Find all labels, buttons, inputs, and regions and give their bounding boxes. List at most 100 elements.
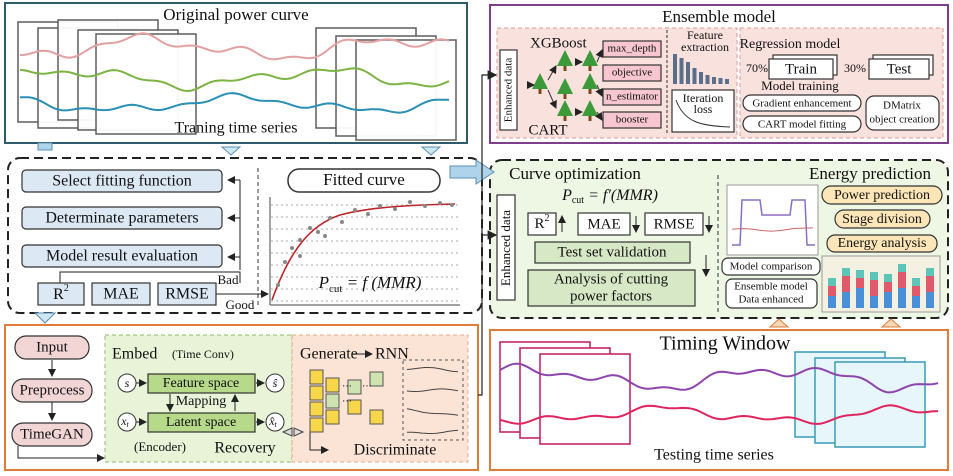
symbol-sub: t [127,420,130,429]
step-label: Determinate parameters [45,210,198,227]
fitted-plot-part-part [290,246,294,250]
label: Test [887,61,913,77]
optimization-shape-part [527,212,557,236]
ensemble-shape-part-part [532,73,548,89]
series-frame [499,341,939,448]
optimization-shape-part-part [926,292,934,308]
param: objective [612,67,652,79]
optimization-shape-part-part [898,288,906,308]
label: XGBoost [530,35,588,51]
ensemble-shape-part [527,49,603,121]
optimization-shape-part-part [870,280,878,296]
ensemble-shape-part-part [594,111,603,121]
label: Energy analysis [838,236,927,251]
fitted-plot-part-part [408,200,412,204]
connector-part [420,146,442,156]
ensemble-shape-part [868,58,930,80]
label: Stage division [842,212,922,227]
optimization-shape-part-part [842,268,850,276]
label: power factors [570,288,652,304]
ensemble-shape-part-part [679,58,684,84]
label: Iteration [683,91,724,105]
process-shape-part-part [406,388,459,392]
process-shape-part-part: ··· [342,381,352,392]
step-box-part [37,282,85,306]
ensemble-shape-part-part [673,54,677,84]
label: extraction [681,40,729,54]
fitted-plot-part-part [323,234,327,238]
optimization-shape-part-part [731,227,814,232]
optimization-shape-part-part [884,274,892,282]
symbol: x̂t [268,414,277,429]
process-shape-part-part [347,399,362,415]
label: (Encoder) [134,439,186,454]
label: Generate [300,346,358,363]
ensemble-shape-part-part [547,89,557,109]
process-shape-part-part [309,369,324,385]
optimization-shape-part-part [828,296,836,308]
optimization-shape-part-part [842,276,850,292]
ensemble-shape-part-part [725,79,729,84]
step-label: Input [36,339,68,355]
ensemble-shape-part-part [595,49,603,63]
formula-symbol: P [561,187,572,204]
ensemble-shape-part [675,99,731,128]
plot-title: Fitted curve [323,170,405,189]
process-shape-part-part: ··· [342,396,352,407]
symbol: s [125,376,130,390]
ensemble-shape-part-part [699,72,703,84]
formula-sub: cut [572,195,584,206]
connector-part [768,318,790,328]
fitted-plot-part-part [316,230,320,234]
step-label: Model result evaluation [46,248,198,265]
label: Good [226,297,255,312]
label: Mapping [176,394,227,409]
optimization-shape-part [726,184,819,256]
series-frame-part [95,33,197,135]
process-shape-part-part [325,409,340,425]
metric-sup: 2 [64,283,69,294]
fitted-plot-part-part [450,203,454,207]
optimization-shape-part-part [926,268,934,276]
label: CART model fitting [758,119,847,131]
optimization-shape-part-part [912,296,920,308]
optimization-shape-part [828,264,934,308]
process-shape: ··· ··· ··· [11,334,469,463]
ensemble-shape-part [499,49,518,131]
series-frame-part [19,92,449,114]
ensemble-shape-part [865,95,940,131]
formula-rhs: = f′(MMR) [584,187,658,204]
optimization-shape-part-part [828,278,836,286]
optimization-shape-part [826,234,938,253]
optimization-shape-part-part [856,270,864,278]
optimization-shape-part-part [912,286,920,296]
optimization-shape-part [644,212,704,236]
process-shape-part [147,412,256,433]
optimization-shape-part [577,212,631,236]
process-shape-part-part [309,401,324,417]
ensemble-shape-part-part [692,68,697,84]
label: Recovery [214,440,275,457]
step-box-part [91,282,151,306]
optimization-shape-part [527,269,696,307]
step-box-part [21,169,223,193]
ensemble-shape-part [742,115,862,133]
process-shape-part [281,427,305,437]
process-shape-part-part: ··· [362,381,372,392]
ensemble-shape-part-part [557,78,573,94]
ensemble-shape-part-part [563,116,567,121]
label: Train [785,61,817,77]
ensemble-shape-part [742,94,862,112]
optimization-shape-part-part [912,278,920,286]
metric: RMSE [165,286,209,303]
connector-part [449,159,495,185]
formula-symbol: P [318,273,329,292]
symbol-sub: t [275,420,278,429]
process-shape-part-part [309,385,324,401]
process-shape-part [11,422,93,447]
ensemble-shape-part-part [588,116,592,121]
ensemble-shape-part-part [538,89,542,94]
optimization-shape-part-part [884,292,892,308]
series-frame-part [499,362,939,394]
